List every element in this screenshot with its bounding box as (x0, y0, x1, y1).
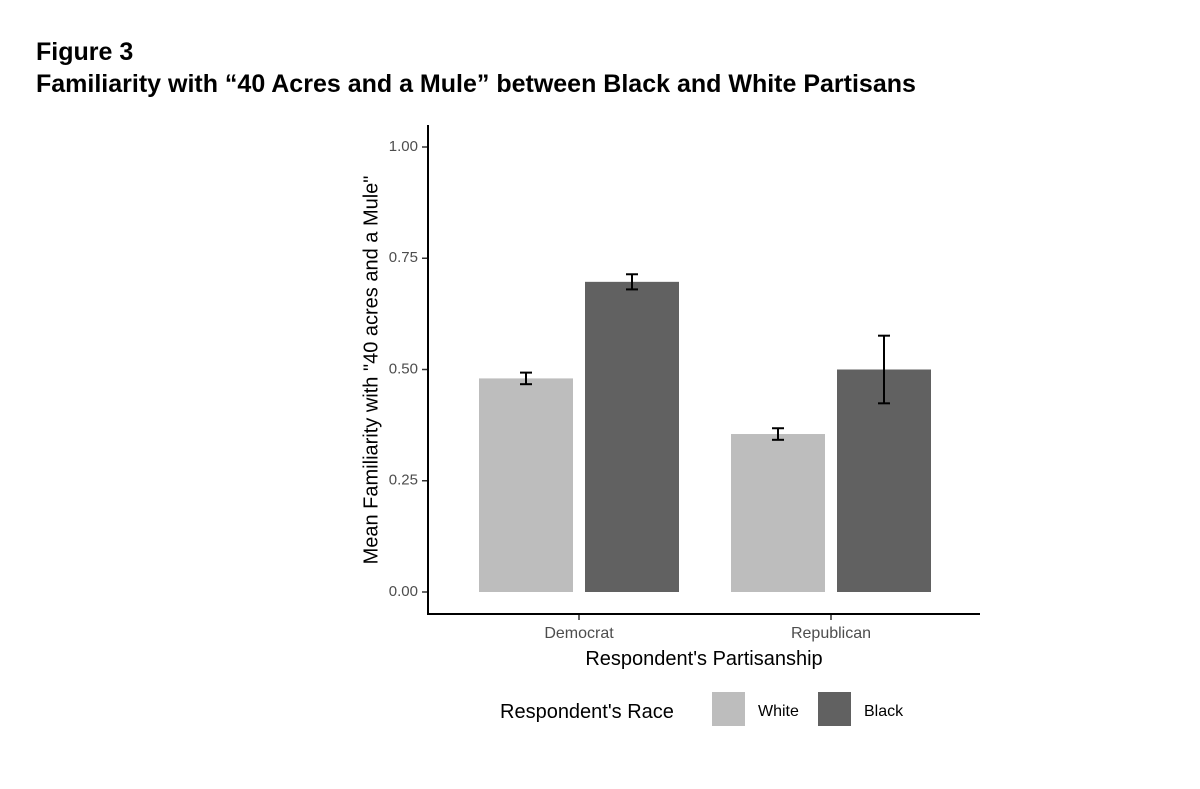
y-tick-label: 0.50 (389, 360, 418, 377)
y-tick-label: 0.75 (389, 249, 418, 266)
legend-swatch-white (712, 692, 745, 726)
figure-header: Figure 3 Familiarity with “40 Acres and … (36, 36, 916, 100)
legend-label-white: White (758, 703, 799, 720)
figure-label: Figure 3 (36, 38, 134, 66)
legend: White Black (712, 692, 904, 726)
y-tick-label: 0.00 (389, 583, 418, 600)
legend-swatch-black (818, 692, 851, 726)
error-bar (520, 371, 532, 386)
x-axis-label: Respondent's Partisanship (585, 648, 822, 670)
y-axis-label: Mean Familiarity with "40 acres and a Mu… (360, 176, 382, 565)
bar-black-republican (837, 369, 931, 592)
figure-title: Familiarity with “40 Acres and a Mule” b… (36, 70, 916, 98)
y-tick-label: 1.00 (389, 138, 418, 155)
bar-white-democrat (479, 378, 573, 592)
error-bar (626, 273, 638, 291)
y-tick-label: 0.25 (389, 472, 418, 489)
error-bar (878, 334, 890, 405)
bar-black-democrat (585, 281, 679, 592)
error-bar (772, 427, 784, 441)
plot-marks: 0.00 0.25 0.50 0.75 1.00 Democrat Republican (389, 138, 931, 642)
x-tick-label: Democrat (544, 625, 614, 642)
x-tick-label: Republican (791, 625, 871, 642)
legend-title: Respondent's Race (500, 701, 674, 723)
legend-label-black: Black (864, 703, 904, 720)
bar-white-republican (731, 434, 825, 592)
